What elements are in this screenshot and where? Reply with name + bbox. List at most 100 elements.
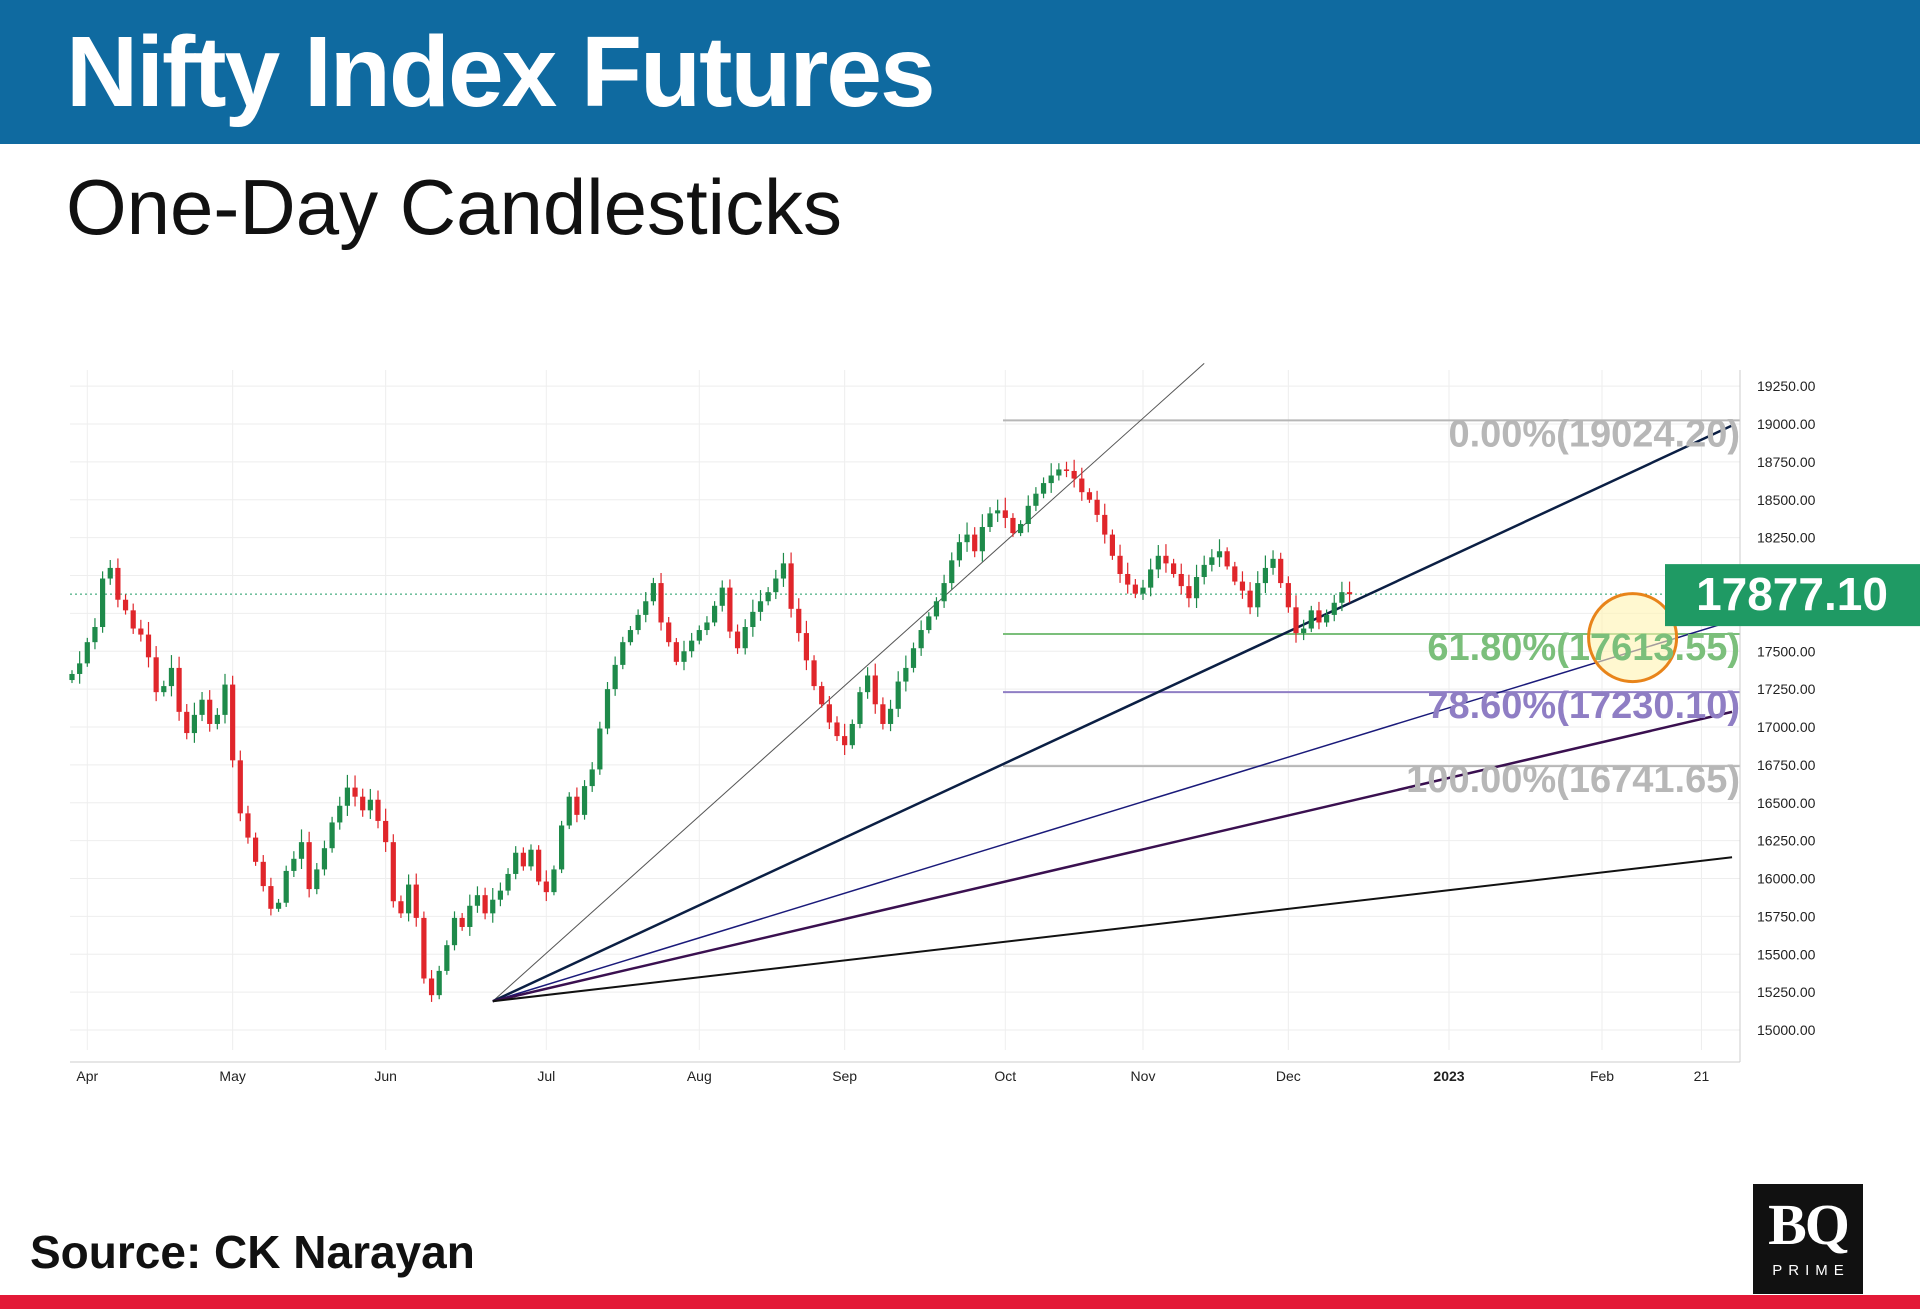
fan-lines [492, 363, 1733, 1003]
candle-body [834, 722, 840, 737]
candle [566, 792, 572, 830]
candle [995, 499, 1001, 522]
candle [589, 762, 595, 792]
candle [1255, 571, 1261, 617]
y-tick-label: 17500.00 [1757, 643, 1816, 659]
candle [910, 642, 917, 673]
logo-mark: BQ [1768, 1192, 1850, 1257]
candle-body [237, 760, 243, 814]
candle [1132, 579, 1138, 599]
candle [1102, 503, 1108, 544]
candle-body [283, 870, 289, 903]
fan-line [492, 620, 1733, 1002]
candle-body [191, 714, 197, 734]
candle-body [528, 849, 534, 867]
y-tick-label: 16500.00 [1757, 795, 1816, 811]
candle-body [100, 578, 106, 628]
candle-body [413, 884, 419, 918]
candle [620, 636, 626, 670]
candle [253, 832, 259, 866]
candle-body [138, 628, 144, 635]
candle-body [230, 684, 236, 761]
candle [436, 965, 442, 1000]
candle [987, 507, 993, 532]
candle-body [291, 858, 297, 871]
x-tick-label: Feb [1590, 1068, 1614, 1084]
candle-body [1216, 551, 1223, 558]
y-tick-label: 16000.00 [1757, 871, 1816, 887]
candle [406, 874, 412, 922]
candle-body [306, 842, 312, 890]
candle-body [1331, 602, 1337, 615]
candle [842, 723, 848, 755]
candle [872, 663, 878, 714]
candle [1339, 581, 1345, 612]
candle-body [245, 813, 251, 838]
candle [604, 681, 611, 735]
candle [1331, 594, 1337, 622]
candle-body [734, 631, 741, 649]
candle-body [474, 895, 481, 906]
candle [734, 624, 741, 654]
candle [1224, 547, 1230, 570]
candle [704, 616, 710, 636]
candle [122, 594, 129, 615]
candle-body [926, 616, 932, 631]
y-tick-label: 16250.00 [1757, 833, 1816, 849]
candle-body [987, 513, 993, 528]
last-price-tag-bg [1665, 564, 1920, 627]
candle [635, 609, 641, 635]
candle [1048, 463, 1054, 493]
candle [115, 558, 121, 608]
candle-body [581, 786, 588, 815]
candle [696, 625, 702, 645]
y-tick-label: 19000.00 [1757, 416, 1816, 432]
candle [1002, 497, 1008, 529]
candle [926, 612, 932, 634]
candle-body [168, 667, 175, 687]
candle-body [1155, 555, 1161, 570]
candle-body [451, 917, 458, 946]
y-tick-label: 15500.00 [1757, 946, 1816, 962]
candle [237, 750, 243, 822]
candle-body [857, 692, 863, 724]
candle-body [658, 583, 664, 623]
candle [1278, 552, 1284, 588]
candle [513, 846, 519, 880]
candle-body [750, 611, 756, 628]
candle-body [1079, 478, 1085, 493]
y-tick-label: 17000.00 [1757, 719, 1816, 735]
candle-body [421, 917, 427, 979]
candle-body [260, 861, 266, 887]
candle-body [1193, 577, 1200, 599]
candle [214, 708, 220, 730]
candle-body [1109, 534, 1115, 556]
candle-body [275, 902, 282, 909]
candle [1056, 463, 1062, 481]
candle [138, 619, 144, 642]
candle [1040, 477, 1047, 499]
fib-level-label: 100.00%(16741.65) [1406, 759, 1740, 801]
candle [949, 552, 955, 590]
candle-body [176, 667, 182, 712]
candle [145, 621, 152, 668]
candle-body [184, 711, 190, 734]
candle [92, 618, 98, 650]
candle-body [995, 510, 1001, 514]
candle-body [1117, 555, 1123, 574]
candle [788, 552, 794, 618]
candle-body [956, 542, 962, 561]
page-title: Nifty Index Futures [66, 16, 936, 128]
x-tick-label: 21 [1694, 1068, 1710, 1084]
candle-body [360, 796, 366, 811]
x-tick-label: Dec [1276, 1068, 1301, 1084]
candle-body [444, 945, 450, 971]
candle-body [1278, 558, 1284, 584]
candle [1247, 582, 1253, 615]
candle [321, 840, 328, 876]
candle [903, 655, 909, 692]
candle [1010, 513, 1016, 537]
candle-body [689, 640, 695, 652]
candle [819, 681, 825, 708]
candle-body [612, 664, 618, 690]
